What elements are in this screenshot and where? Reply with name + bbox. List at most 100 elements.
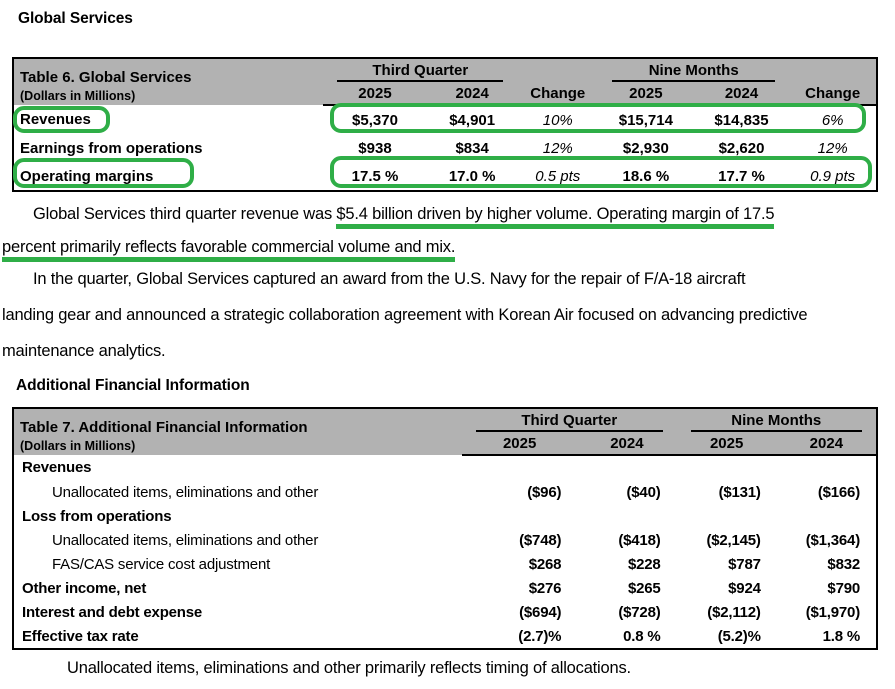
table7-cell: $832 bbox=[827, 555, 860, 573]
table7-cell: 0.8 % bbox=[623, 627, 661, 645]
table6-col-2025-q: 2025 bbox=[323, 83, 427, 106]
table7-row: Unallocated items, eliminations and othe… bbox=[13, 528, 877, 552]
table7-cell: $787 bbox=[728, 555, 761, 573]
table6-cell: $2,930 bbox=[622, 139, 669, 157]
table6-group-third-quarter: Third Quarter bbox=[323, 58, 518, 83]
table7-row: Loss from operations bbox=[13, 504, 877, 528]
section-heading-global-services: Global Services bbox=[18, 10, 133, 27]
table7-row-label: Unallocated items, eliminations and othe… bbox=[52, 483, 319, 501]
table6-cell: 0.5 pts bbox=[535, 167, 581, 185]
table6-col-change-9m: Change bbox=[789, 83, 877, 106]
table7-cell bbox=[677, 455, 777, 480]
table6-cell: 18.6 % bbox=[622, 167, 670, 185]
table7-cell: ($166) bbox=[817, 483, 860, 501]
table7-title-cell: Table 7. Additional Financial Informatio… bbox=[13, 408, 463, 455]
table6-cell: 10% bbox=[542, 111, 573, 129]
table6-row-label: Earnings from operations bbox=[20, 139, 203, 157]
table7-cell bbox=[777, 455, 877, 480]
table6-cell: $5,370 bbox=[352, 111, 398, 129]
table7-cell: $228 bbox=[627, 555, 661, 573]
section-heading-additional-financial-information: Additional Financial Information bbox=[16, 377, 250, 394]
table7-cell bbox=[677, 504, 777, 528]
table7-cell: $265 bbox=[627, 579, 661, 597]
table7-cell: ($728) bbox=[618, 603, 661, 621]
table7-cell: ($694) bbox=[519, 603, 562, 621]
table7-row: Unallocated items, eliminations and othe… bbox=[13, 480, 877, 504]
table7-cell: $276 bbox=[528, 579, 562, 597]
table7-title: Table 7. Additional Financial Informatio… bbox=[20, 419, 308, 436]
table6-cell: 12% bbox=[817, 139, 848, 157]
table7-col-2025-q: 2025 bbox=[462, 433, 578, 456]
table6-cell: $938 bbox=[358, 139, 392, 157]
table7-cell: $790 bbox=[827, 579, 860, 597]
table7-group-nine-months: Nine Months bbox=[676, 408, 877, 433]
p1-underlined-text: $5.4 billion driven by higher volume. Op… bbox=[336, 205, 775, 229]
table7-row: FAS/CAS service cost adjustment $268 $228 $… bbox=[13, 552, 877, 576]
table6-global-services: Table 6. Global Services (Dollars in Mil… bbox=[12, 57, 878, 192]
table7-cell: ($1,364) bbox=[805, 531, 860, 549]
table6-col-2024-q: 2024 bbox=[426, 83, 518, 106]
table7-cell: ($748) bbox=[519, 531, 562, 549]
table6-row-label: Revenues bbox=[20, 111, 91, 128]
table6-title: Table 6. Global Services bbox=[20, 69, 192, 86]
table6-cell: $15,714 bbox=[618, 111, 673, 129]
table7-cell: (2.7)% bbox=[518, 627, 562, 645]
table7-cell: ($40) bbox=[626, 483, 661, 501]
table7-cell: 1.8 % bbox=[822, 627, 861, 645]
table7-cell: ($2,145) bbox=[706, 531, 761, 549]
table7-cell: ($418) bbox=[618, 531, 661, 549]
table7-cell: ($1,970) bbox=[805, 603, 860, 621]
table7-row-label: Interest and debt expense bbox=[22, 603, 203, 621]
table7-wrapper: Table 7. Additional Financial Informatio… bbox=[12, 407, 878, 650]
table7-cell: $268 bbox=[528, 555, 562, 573]
paragraph-unallocated-note: Unallocated items, eliminations and othe… bbox=[2, 652, 890, 685]
table6-cell: 17.7 % bbox=[718, 167, 765, 185]
table6-col-2024-9m: 2024 bbox=[693, 83, 790, 106]
table7-group-third-quarter: Third Quarter bbox=[462, 408, 677, 433]
table7-cell: $924 bbox=[728, 579, 761, 597]
table6-cell: $14,835 bbox=[714, 111, 769, 129]
table7-row-label: Effective tax rate bbox=[22, 627, 139, 645]
p3-text: Unallocated items, eliminations and othe… bbox=[67, 659, 631, 677]
table7-row: Other income, net $276 $265 $924 $790 bbox=[13, 576, 877, 600]
table7-row: Effective tax rate (2.7)% 0.8 % (5.2)% 1.8 % bbox=[13, 624, 877, 649]
table7-col-2025-9m: 2025 bbox=[676, 433, 777, 456]
paragraph-quarter-highlights: In the quarter, Global Services captured… bbox=[2, 261, 890, 369]
table6-col-2025-9m: 2025 bbox=[598, 83, 694, 106]
table6-col-change-q: Change bbox=[517, 83, 599, 106]
table6-cell: 17.5 % bbox=[351, 167, 399, 185]
table7-cell bbox=[577, 504, 676, 528]
table7-row: Revenues bbox=[13, 455, 877, 480]
table6-title-cell: Table 6. Global Services (Dollars in Mil… bbox=[13, 58, 324, 105]
table7-cell: ($96) bbox=[527, 483, 562, 501]
table7-row-label: Other income, net bbox=[22, 579, 147, 597]
table7-cell: ($131) bbox=[718, 483, 761, 501]
table7-cell bbox=[577, 455, 676, 480]
table7-row: Interest and debt expense ($694) ($728) ($2… bbox=[13, 600, 877, 624]
table7-col-2024-9m: 2024 bbox=[776, 433, 877, 456]
table6-cell: $4,901 bbox=[449, 111, 496, 129]
p1-text: Global Services third quarter revenue wa… bbox=[33, 205, 337, 223]
table6-cell: 6% bbox=[821, 111, 844, 129]
table7-row-label: Revenues bbox=[22, 459, 92, 476]
table6-wrapper: Table 6. Global Services (Dollars in Mil… bbox=[12, 57, 878, 192]
p1-underlined-text-line2: percent primarily reflects favorable com… bbox=[2, 238, 455, 262]
table6-subtitle: (Dollars in Millions) bbox=[20, 89, 136, 103]
table6-cell: $834 bbox=[455, 139, 489, 157]
table7-row-label: FAS/CAS service cost adjustment bbox=[52, 555, 271, 573]
table6-row-label: Operating margins bbox=[20, 167, 154, 185]
table6-group-nine-months: Nine Months bbox=[598, 58, 790, 83]
table7-cell bbox=[462, 504, 577, 528]
table6-cell: 17.0 % bbox=[448, 167, 496, 185]
table6-row: Operating margins 17.5 % 17.0 % 0.5 pts 18.6… bbox=[13, 162, 877, 191]
table6-cell: 12% bbox=[542, 139, 573, 157]
table6-row: Revenues $5,370 $4,901 10% $15,714 $14,835 6% bbox=[13, 105, 877, 134]
table7-header-row-groups: Table 7. Additional Financial Informatio… bbox=[13, 408, 877, 455]
p2-line3: maintenance analytics. bbox=[2, 342, 166, 360]
table7-subtitle: (Dollars in Millions) bbox=[20, 439, 136, 453]
paragraph-revenue-commentary: Global Services third quarter revenue wa… bbox=[2, 198, 890, 264]
table6-cell: 0.9 pts bbox=[810, 167, 856, 185]
table7-col-2024-q: 2024 bbox=[577, 433, 677, 456]
table7-row-label: Loss from operations bbox=[22, 507, 172, 525]
